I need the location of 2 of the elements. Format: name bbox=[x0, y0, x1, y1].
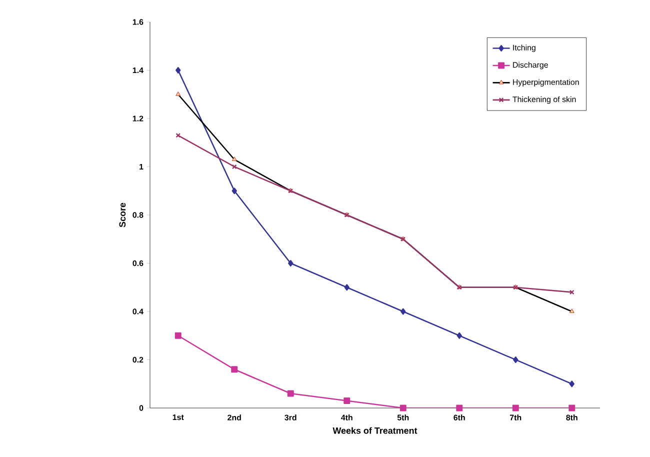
x-axis-title: Weeks of Treatment bbox=[332, 427, 418, 434]
y-axis-title: Score bbox=[119, 202, 126, 228]
